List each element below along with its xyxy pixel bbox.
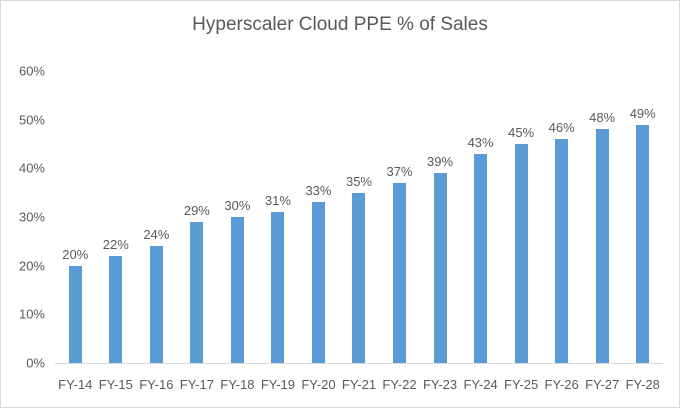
bar-value-label: 30% <box>224 198 251 213</box>
x-axis-tick-label: FY-16 <box>139 377 174 392</box>
x-axis-tick-label: FY-14 <box>58 377 93 392</box>
x-axis-tick-label: FY-20 <box>301 377 336 392</box>
bar-value-label: 35% <box>345 173 372 189</box>
x-axis-tick-label: FY-25 <box>504 377 539 392</box>
bar-value-label: 33% <box>305 183 332 199</box>
bar-value-label: 45% <box>508 125 535 140</box>
bar-column: 33% <box>298 71 339 363</box>
bar-value-label: 24% <box>143 227 170 243</box>
bar-column: 48% <box>582 71 623 363</box>
chart-title: Hyperscaler Cloud PPE % of Sales <box>192 14 488 35</box>
bar-column: 49% <box>622 71 663 363</box>
bar-value-label: 49% <box>629 105 656 121</box>
bar-value-label: 43% <box>467 134 494 150</box>
x-axis-tick-label: FY-24 <box>463 377 498 392</box>
x-axis-tick-label: FY-28 <box>625 377 660 392</box>
bar-column: 46% <box>541 71 582 363</box>
bar-column: 43% <box>460 71 501 363</box>
bar-value-label: 46% <box>548 120 575 136</box>
y-axis-tick-label: 40% <box>18 160 45 176</box>
bar <box>555 139 569 363</box>
bar-column: 35% <box>339 71 380 363</box>
bar-column: 20% <box>55 71 96 363</box>
bar-column: 45% <box>501 71 542 363</box>
y-axis: 0% 10% 20% 30% 40% 50% 60% <box>7 65 45 370</box>
x-axis-tick-label: FY-18 <box>220 377 255 392</box>
y-axis-tick-label: 20% <box>18 258 45 274</box>
bar <box>190 221 204 363</box>
bar-column: 24% <box>136 71 177 363</box>
bar-value-label: 39% <box>427 154 454 170</box>
x-axis-tick-label: FY-19 <box>260 377 296 392</box>
y-axis-tick-label: 30% <box>18 209 45 225</box>
bar-column: 37% <box>379 71 420 363</box>
bar-value-label: 29% <box>183 202 210 218</box>
bar <box>311 202 325 363</box>
bar <box>68 265 82 363</box>
y-axis-tick-label: 50% <box>18 112 45 128</box>
bar <box>352 192 366 363</box>
x-axis-tick-label: FY-21 <box>341 377 377 392</box>
bar-column: 30% <box>217 71 258 363</box>
bar-value-label: 20% <box>62 246 89 262</box>
bar <box>636 124 650 363</box>
bar-column: 39% <box>420 71 461 363</box>
bar-column: 29% <box>177 71 218 363</box>
bar <box>433 173 447 363</box>
x-axis-tick-label: FY-22 <box>382 377 417 392</box>
bar <box>109 255 123 363</box>
bar <box>149 246 163 363</box>
bar <box>271 212 285 363</box>
bar-value-label: 37% <box>386 163 413 179</box>
bar <box>393 182 407 363</box>
x-axis-tick-label: FY-15 <box>98 377 133 392</box>
bar <box>230 217 244 363</box>
bar-value-label: 22% <box>102 236 129 252</box>
x-axis-tick-label: FY-27 <box>585 377 620 392</box>
bar-column: 22% <box>96 71 137 363</box>
x-axis-tick-label: FY-17 <box>179 377 214 392</box>
bar-value-label: 31% <box>264 193 291 209</box>
plot-area: 20% 22% 24% 29% 30% 31% 33% 35% 37% 39% 43% 45% 46% 4… <box>55 71 663 364</box>
bar-column: 31% <box>258 71 299 363</box>
x-axis-tick-label: FY-23 <box>422 377 458 392</box>
bars-row: 20% 22% 24% 29% 30% 31% 33% 35% 37% 39% 43% 45% 46% 4… <box>55 71 663 363</box>
bar <box>595 129 609 363</box>
bar <box>474 153 488 363</box>
y-axis-tick-label: 0% <box>26 355 45 371</box>
x-axis: FY-14 FY-15 FY-16 FY-17 FY-18 FY-19 FY-20 FY-21… <box>55 376 663 393</box>
bar-value-label: 48% <box>589 110 616 126</box>
bar <box>514 144 528 363</box>
x-axis-tick-label: FY-26 <box>544 377 579 392</box>
y-axis-tick-label: 60% <box>18 63 45 79</box>
y-axis-tick-label: 10% <box>18 306 45 322</box>
